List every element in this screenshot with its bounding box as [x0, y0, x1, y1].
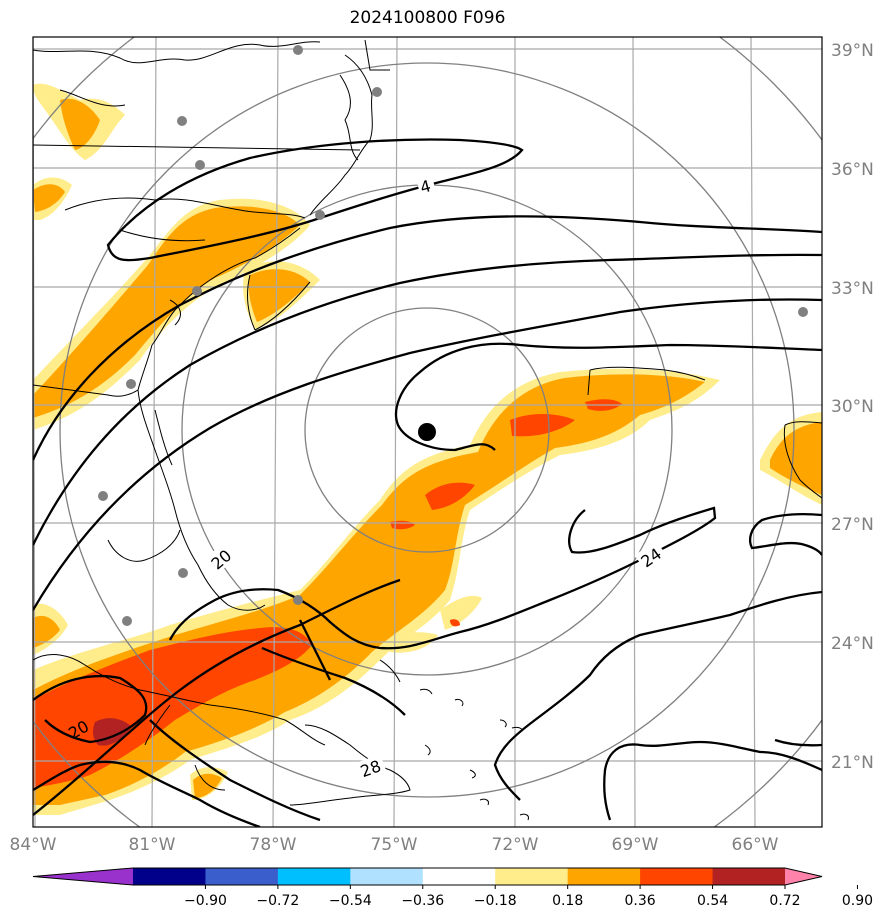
colorbar-tick-label: 0.90 — [842, 893, 873, 909]
map-frame — [32, 36, 823, 828]
lat-label: 24°N — [831, 634, 874, 654]
lon-label: 78°W — [250, 835, 297, 855]
lon-label: 81°W — [129, 835, 176, 855]
storm-center-marker — [418, 423, 436, 441]
station-marker — [798, 307, 808, 317]
lon-label: 84°W — [10, 835, 57, 855]
station-marker — [178, 568, 188, 578]
colorbar-segment — [422, 868, 496, 885]
colorbar-tick-label: 0.18 — [552, 893, 583, 909]
colorbar-segment — [640, 868, 714, 885]
lat-label: 30°N — [831, 397, 874, 417]
station-marker — [98, 491, 108, 501]
station-marker — [372, 87, 382, 97]
longitude-labels: 84°W 81°W 78°W 75°W 72°W 69°W 66°W — [10, 835, 779, 855]
colorbar-extend-low — [33, 868, 133, 885]
colorbar-outline — [32, 867, 823, 886]
lon-label: 69°W — [612, 835, 659, 855]
station-marker — [126, 379, 136, 389]
field-shading-high — [33, 399, 622, 788]
lat-label: 27°N — [831, 515, 874, 535]
latitude-labels: 39°N 36°N 33°N 30°N 27°N 24°N 21°N — [831, 41, 874, 773]
lat-label: 36°N — [831, 160, 874, 180]
colorbar-tick-label: −0.72 — [256, 893, 299, 909]
station-marker — [192, 286, 202, 296]
colorbar-tick-label: −0.90 — [184, 893, 227, 909]
colorbar-tick-label: 0.54 — [697, 893, 728, 909]
colorbar-segment — [277, 868, 351, 885]
lat-label: 39°N — [831, 41, 874, 61]
station-marker — [293, 595, 303, 605]
station-marker — [315, 210, 325, 220]
lon-label: 72°W — [492, 835, 539, 855]
lat-label: 33°N — [831, 279, 874, 299]
lon-label: 66°W — [732, 835, 779, 855]
station-marker — [293, 45, 303, 55]
colorbar-segment — [712, 868, 786, 885]
lon-label: 75°W — [371, 835, 418, 855]
colorbar: −0.90 −0.72 −0.54 −0.36 −0.18 0.18 0.36 0.54 0.7… — [32, 867, 873, 909]
colorbar-segment — [205, 868, 279, 885]
colorbar-segment — [133, 868, 206, 885]
station-marker — [122, 616, 132, 626]
colorbar-tick-label: −0.36 — [401, 893, 444, 909]
colorbar-tick-label: −0.54 — [329, 893, 372, 909]
colorbar-extend-high — [785, 868, 822, 885]
map-gridlines — [33, 37, 822, 827]
colorbar-tick-label: 0.36 — [625, 893, 656, 909]
lat-label: 21°N — [831, 753, 874, 773]
station-markers — [98, 45, 808, 626]
station-marker — [195, 160, 205, 170]
contour-lines — [33, 138, 822, 827]
station-marker — [177, 116, 187, 126]
map-title: 2024100800 F096 — [349, 8, 506, 28]
colorbar-tick-label: −0.18 — [474, 893, 517, 909]
colorbar-segment — [495, 868, 569, 885]
coastlines — [33, 39, 822, 821]
colorbar-segment — [350, 868, 424, 885]
contour-label: 4 — [418, 176, 433, 197]
colorbar-segment — [567, 868, 641, 885]
colorbar-tick-label: 0.72 — [769, 893, 800, 909]
